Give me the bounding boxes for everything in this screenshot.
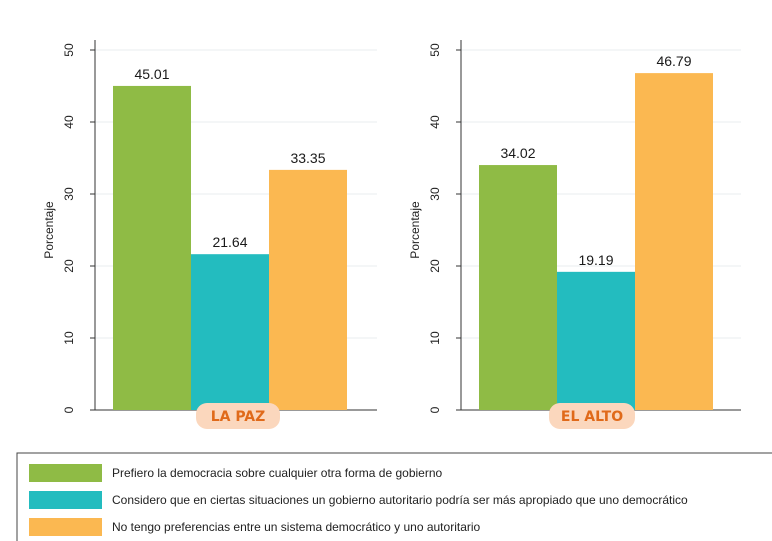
bar-2 <box>557 271 635 410</box>
panel-badge-label: LA PAZ <box>211 409 266 425</box>
legend-swatch <box>29 491 102 509</box>
panel-badge <box>196 403 280 429</box>
panel-badge-label: EL ALTO <box>561 409 623 425</box>
legend-box <box>16 452 772 541</box>
bar-value-label: 45.01 <box>134 66 169 82</box>
bar-3 <box>269 169 347 410</box>
legend-label: Prefiero la democracia sobre cualquier o… <box>112 466 443 480</box>
y-tick-label: 10 <box>428 331 442 345</box>
y-tick-label: 20 <box>428 259 442 273</box>
y-tick-label: 30 <box>62 187 76 201</box>
y-axis-title: Porcentaje <box>42 201 56 259</box>
y-tick-label: 0 <box>62 406 76 413</box>
legend: Prefiero la democracia sobre cualquier o… <box>16 452 772 541</box>
y-tick-label: 40 <box>62 115 76 129</box>
y-tick-label: 50 <box>428 43 442 57</box>
y-axis-title: Porcentaje <box>408 201 422 259</box>
chart-panel-2: 0 10 20 30 40 50 Porcentaje 34.02 19.19 46.79 EL A… <box>408 40 741 429</box>
legend-swatch <box>29 518 102 536</box>
bar-value-label: 19.19 <box>578 252 613 268</box>
bar-2 <box>191 254 269 410</box>
y-tick-label: 30 <box>428 187 442 201</box>
chart-panel-1: 0 10 20 30 40 50 Porcentaje 45.01 21.64 33.35 LA P… <box>42 40 377 429</box>
bar-1 <box>479 165 557 410</box>
y-tick-label: 40 <box>428 115 442 129</box>
y-tick-label: 10 <box>62 331 76 345</box>
bar-value-label: 21.64 <box>212 234 247 250</box>
panel-badge <box>549 403 635 429</box>
legend-swatch <box>29 464 102 482</box>
bar-value-label: 33.35 <box>290 150 325 166</box>
y-tick-label: 0 <box>428 406 442 413</box>
bar-3 <box>635 73 713 410</box>
y-tick-label: 50 <box>62 43 76 57</box>
bar-1 <box>113 85 191 410</box>
legend-label: No tengo preferencias entre un sistema d… <box>112 520 481 534</box>
bar-value-label: 34.02 <box>500 145 535 161</box>
y-tick-label: 20 <box>62 259 76 273</box>
legend-label: Considero que en ciertas situaciones un … <box>112 493 688 507</box>
bar-value-label: 46.79 <box>656 53 691 69</box>
